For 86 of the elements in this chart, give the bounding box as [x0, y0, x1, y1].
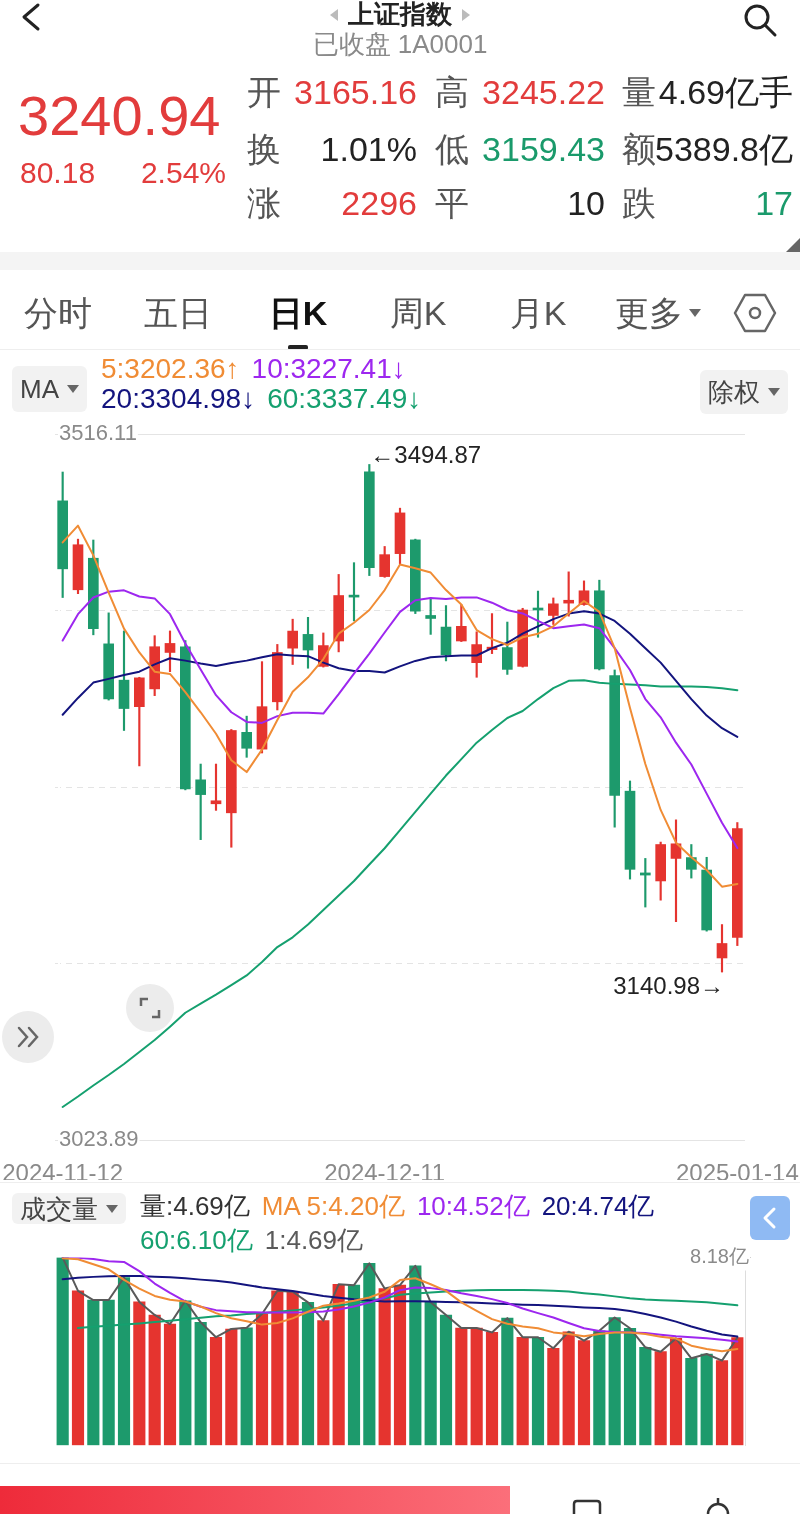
- text: MA 5:4.20亿: [261, 1191, 405, 1221]
- legend-title: 成交量: [20, 1193, 98, 1224]
- bar: [424, 1302, 437, 1446]
- annotation: 3140.98→: [613, 971, 724, 999]
- category-label: 周K: [389, 293, 447, 333]
- bar: [71, 1290, 85, 1446]
- legend-title: MA: [20, 374, 59, 404]
- bar: [669, 1338, 683, 1446]
- bar: [240, 1327, 253, 1446]
- category-label: 换: [247, 130, 281, 170]
- bar: [715, 1360, 729, 1446]
- category-label: 低: [435, 130, 469, 170]
- text: 5:3202.36↑: [101, 353, 240, 384]
- bar: [271, 1290, 284, 1446]
- y-tick-label: 3516.11: [59, 420, 137, 446]
- bar: [148, 1314, 161, 1446]
- bar: [654, 1351, 667, 1446]
- text: 4.69亿手: [658, 73, 793, 111]
- bar: [439, 1314, 453, 1446]
- category-label: 量: [622, 73, 656, 113]
- y-tick-label: 8.18亿: [690, 1245, 749, 1268]
- series-label: 1:4.69亿: [264, 1225, 364, 1255]
- text: 已收盘 1A0001: [312, 29, 488, 60]
- bar: [378, 1288, 391, 1446]
- bar: [593, 1330, 606, 1446]
- bar: [317, 1320, 330, 1446]
- bar: [194, 1321, 207, 1446]
- category-label: 五日: [144, 293, 212, 333]
- bar: [332, 1283, 345, 1446]
- bar: [133, 1301, 146, 1446]
- bar: [255, 1313, 269, 1446]
- category-label: 分时: [24, 293, 92, 333]
- bar: [163, 1323, 177, 1446]
- category-label: 高: [435, 73, 469, 113]
- dropdown-button: 成交量: [12, 1193, 126, 1224]
- bar: [501, 1317, 514, 1446]
- text: 60:6.10亿: [140, 1225, 253, 1255]
- bar: [470, 1327, 483, 1446]
- text: 10:3227.41↓: [251, 353, 406, 384]
- text: 3240.94: [18, 84, 221, 149]
- text: 2.54%: [140, 156, 226, 191]
- dropdown-button: MA: [12, 366, 87, 412]
- text: 80.18: [20, 156, 96, 191]
- bar: [209, 1336, 223, 1446]
- category-label: 开: [247, 73, 281, 113]
- category-label: 平: [435, 184, 469, 224]
- y-tick-label: 3023.89: [59, 1126, 139, 1152]
- category-label: 日K: [268, 293, 328, 333]
- text: 17: [755, 184, 793, 222]
- bar: [577, 1340, 591, 1446]
- bar: [639, 1346, 652, 1446]
- bar: [700, 1353, 713, 1446]
- category-label: 额: [622, 130, 656, 170]
- dropdown-button: 除权: [700, 370, 788, 414]
- text: 20:4.74亿: [541, 1191, 655, 1221]
- bar: [455, 1327, 468, 1446]
- bar: [623, 1327, 637, 1446]
- text: 1.01%: [320, 130, 417, 168]
- bar: [393, 1284, 407, 1446]
- text: 3159.43: [482, 130, 605, 168]
- bar: [516, 1336, 529, 1446]
- bar: [485, 1332, 499, 1446]
- bar: [286, 1291, 299, 1446]
- bar: [225, 1328, 238, 1446]
- annotation: ←3494.87: [370, 441, 482, 469]
- text: 10:4.52亿: [416, 1191, 530, 1221]
- text: 3165.16: [294, 73, 417, 111]
- category-label: 跌: [622, 184, 656, 224]
- text: 3245.22: [482, 73, 605, 111]
- text: 10: [567, 184, 605, 222]
- bar: [731, 1337, 744, 1446]
- text: 20:3304.98↓: [101, 383, 256, 414]
- text: 60:3337.49↓: [267, 383, 422, 414]
- text: 2296: [341, 184, 417, 222]
- bar: [531, 1336, 545, 1446]
- bar: [562, 1331, 575, 1446]
- text: 5389.8亿: [655, 130, 793, 168]
- category-label: 月K: [509, 293, 567, 333]
- bar: [56, 1257, 69, 1446]
- bar: [685, 1358, 698, 1446]
- bar: [608, 1317, 621, 1446]
- text: 量:4.69亿: [140, 1191, 250, 1221]
- category-label: 涨: [247, 184, 281, 224]
- bar: [547, 1347, 560, 1446]
- text: 上证指数: [348, 0, 452, 30]
- category-label: 更多: [615, 293, 683, 333]
